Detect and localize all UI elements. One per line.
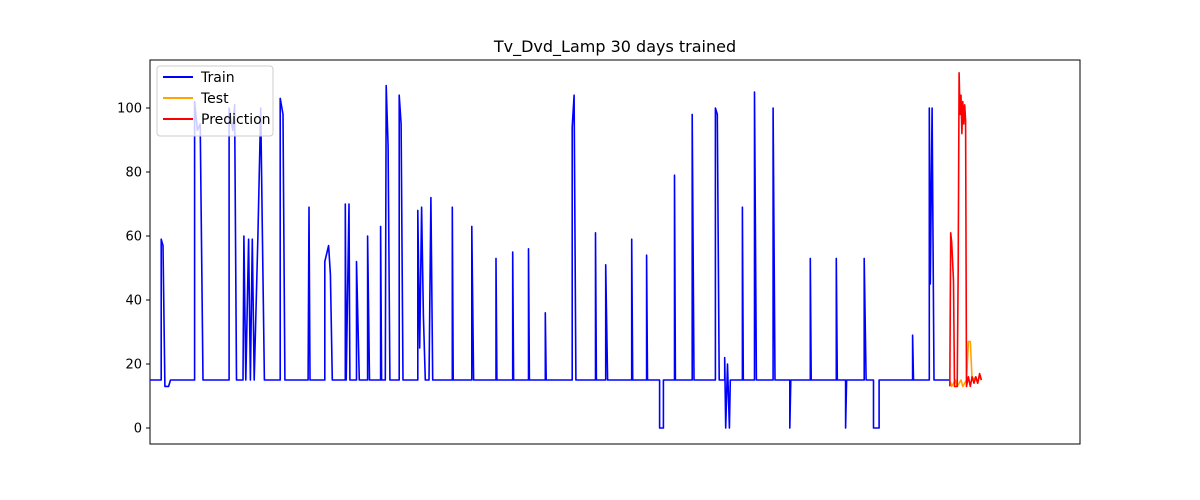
y-tick-label: 40 [125, 294, 142, 309]
legend-label-test: Test [200, 91, 229, 107]
plot-area: 0 20 40 60 80 100 [117, 59, 1081, 445]
y-tick-label: 100 [117, 102, 142, 117]
series-layer [150, 72, 983, 429]
legend-label-train: Train [200, 70, 235, 86]
series-line-train [150, 84, 950, 429]
y-tick-label: 0 [134, 422, 142, 437]
legend: Train Test Prediction [156, 65, 274, 137]
y-tick-label: 20 [125, 358, 142, 373]
y-tick-label: 80 [125, 166, 142, 181]
y-tick-label: 60 [125, 230, 142, 245]
chart-title: Tv_Dvd_Lamp 30 days trained [493, 37, 736, 57]
y-axis: 0 20 40 60 80 100 [117, 102, 150, 437]
legend-items: Train Test Prediction [163, 70, 271, 128]
axes-frame [149, 59, 1081, 445]
series-line-prediction [949, 72, 983, 388]
legend-label-prediction: Prediction [201, 112, 271, 128]
